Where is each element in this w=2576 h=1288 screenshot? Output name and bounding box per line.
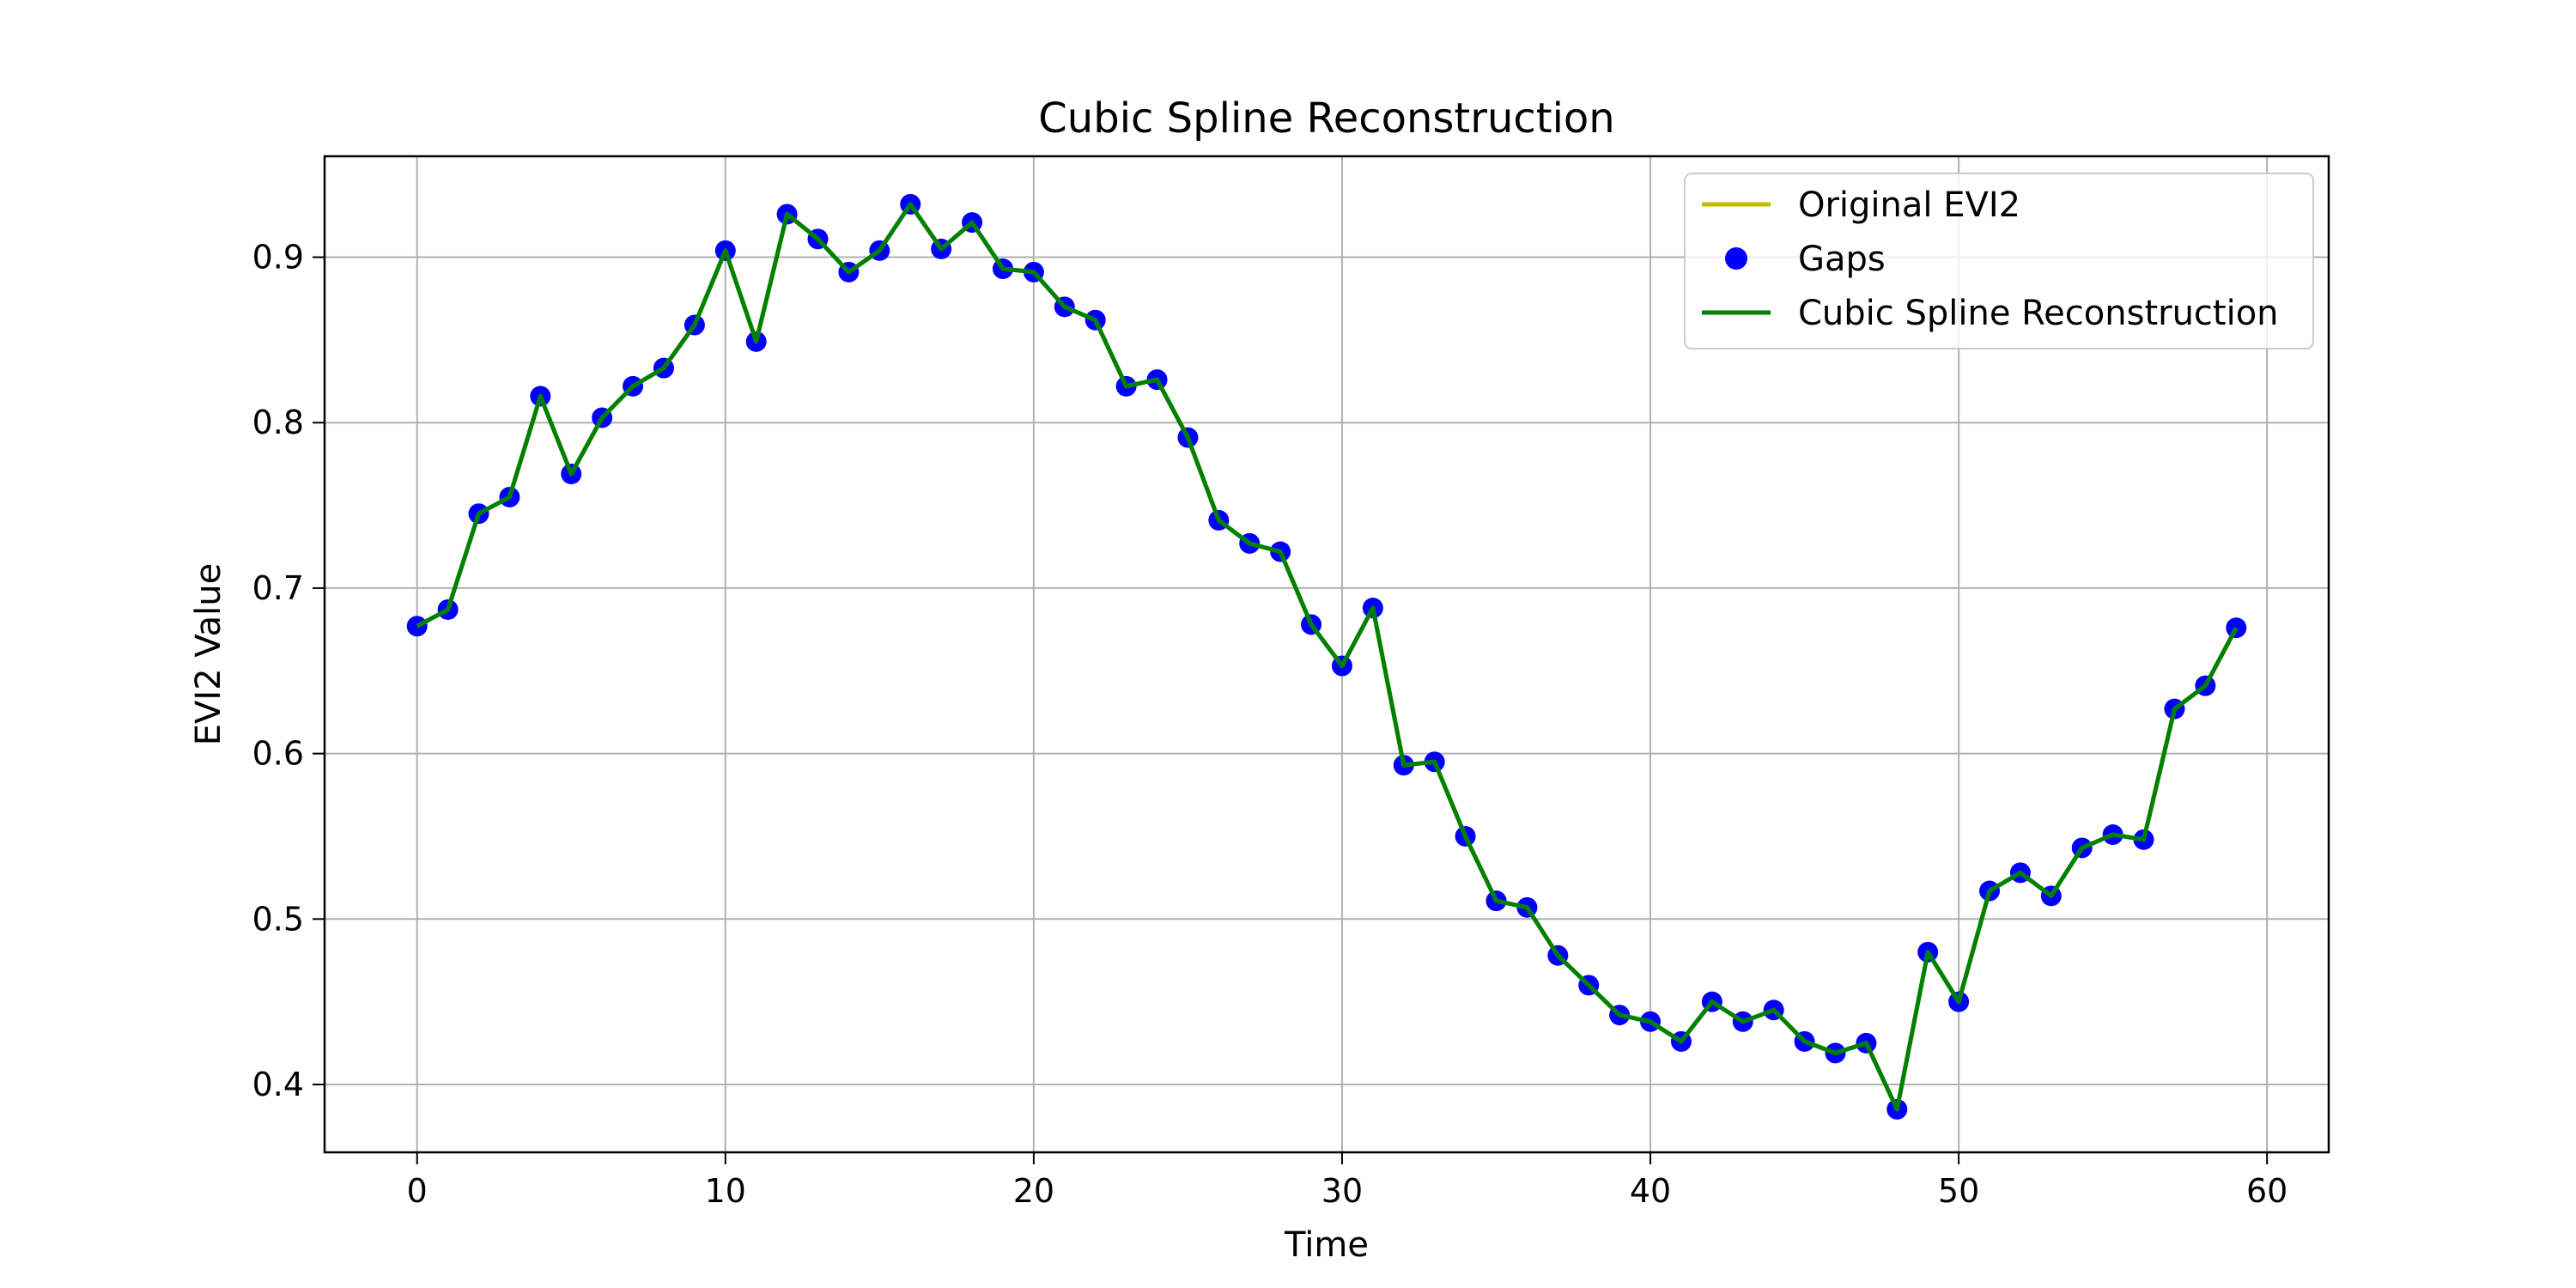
x-tick-label: 60 bbox=[2246, 1172, 2287, 1210]
grid bbox=[325, 156, 2329, 1152]
y-axis-label: EVI2 Value bbox=[189, 563, 228, 745]
x-tick-label: 20 bbox=[1013, 1172, 1054, 1210]
legend-swatch bbox=[1725, 247, 1747, 270]
legend-label: Gaps bbox=[1798, 240, 1886, 279]
x-tick-label: 10 bbox=[705, 1172, 746, 1210]
x-tick-label: 50 bbox=[1938, 1172, 1979, 1210]
series-line bbox=[416, 202, 2239, 1112]
legend: Original EVI2 Gaps Cubic Spline Reconstruc… bbox=[1684, 173, 2314, 349]
x-tick-label: 40 bbox=[1630, 1172, 1671, 1210]
plot-frame bbox=[323, 155, 2330, 1154]
chart-title: Cubic Spline Reconstruction bbox=[1038, 94, 1614, 143]
x-axis-label: Time bbox=[1284, 1225, 1369, 1265]
series-lines bbox=[416, 202, 2239, 1112]
legend-box bbox=[1684, 173, 2314, 349]
x-tick-label: 0 bbox=[407, 1172, 428, 1210]
legend-label: Original EVI2 bbox=[1798, 185, 2020, 225]
y-tick-label: 0.5 bbox=[252, 900, 304, 938]
y-tick-label: 0.4 bbox=[252, 1066, 304, 1103]
y-tick-label: 0.6 bbox=[252, 735, 304, 773]
data-point bbox=[2226, 617, 2247, 639]
y-tick-label: 0.7 bbox=[252, 569, 304, 607]
y-tick-label: 0.8 bbox=[252, 404, 304, 441]
y-tick-label: 0.9 bbox=[252, 239, 304, 276]
x-tick-label: 30 bbox=[1321, 1172, 1363, 1210]
y-axis-ticks: 0.4 0.5 0.6 0.7 0.8 0.9 bbox=[252, 239, 325, 1103]
legend-label: Cubic Spline Reconstruction bbox=[1798, 294, 2279, 333]
x-axis-ticks: 0 10 20 30 40 50 60 bbox=[407, 1152, 2287, 1210]
